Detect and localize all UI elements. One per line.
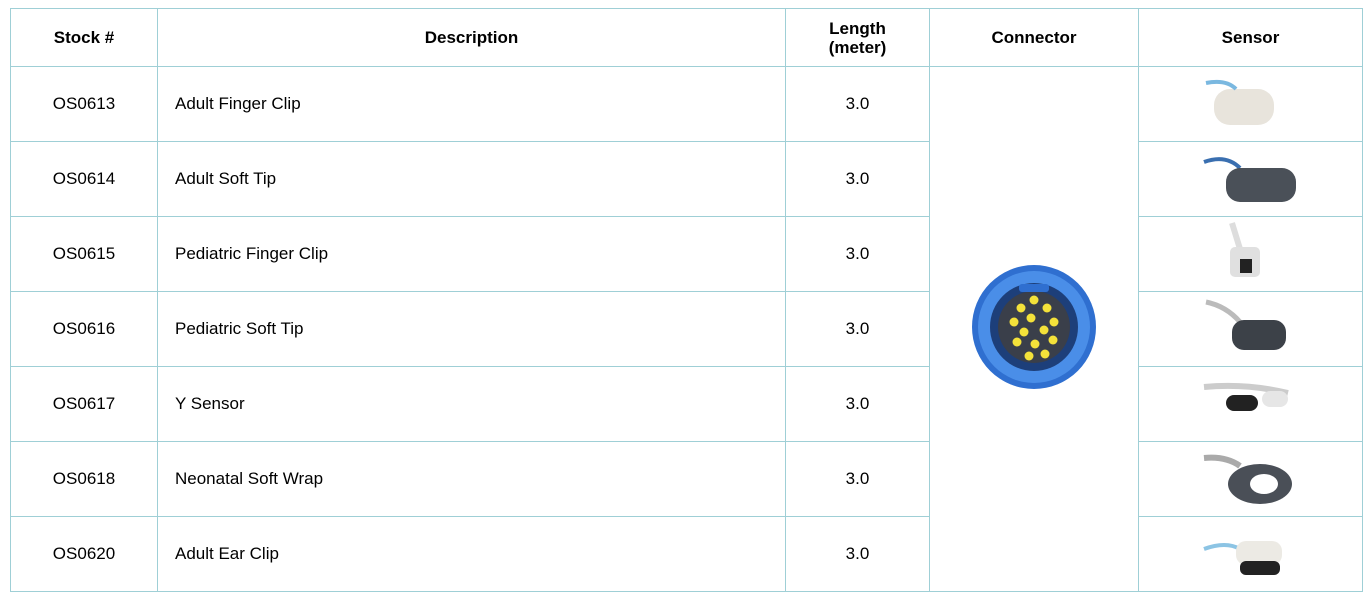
product-table: Stock # Description Length (meter) Connecto… bbox=[10, 8, 1363, 592]
sensor-image bbox=[1202, 540, 1282, 575]
table-cell: 3.0 bbox=[785, 366, 930, 442]
sensor-cell bbox=[1138, 216, 1363, 292]
table-row: OS0613 Adult Finger Clip 3.0 bbox=[10, 66, 1363, 592]
sensor-image bbox=[1202, 156, 1296, 202]
header-cell: Sensor bbox=[1138, 8, 1363, 67]
sensor-cell bbox=[1138, 516, 1363, 592]
header-row: Stock # Description Length (meter) Connecto… bbox=[10, 8, 1363, 67]
table-row: OS0615 Pediatric Finger Clip 3.0 bbox=[10, 216, 1363, 292]
table-row: OS0618 Neonatal Soft Wrap 3.0 bbox=[10, 441, 1363, 517]
sensor-image bbox=[1203, 382, 1289, 411]
table-cell: OS0614 bbox=[10, 141, 158, 217]
table-cell: OS0620 bbox=[10, 516, 158, 592]
sensor-cell bbox=[1138, 66, 1363, 142]
table-cell: OS0613 bbox=[10, 66, 158, 142]
table-cell: OS0617 bbox=[10, 366, 158, 442]
table-cell: Adult Soft Tip bbox=[157, 141, 786, 217]
table-row: OS0620 Adult Ear Clip 3.0 bbox=[10, 516, 1363, 592]
sensor-cell bbox=[1138, 291, 1363, 367]
header-cell: Description bbox=[157, 8, 786, 67]
sensor-image bbox=[1205, 79, 1274, 125]
table-cell: Adult Ear Clip bbox=[157, 516, 786, 592]
table-cell: 3.0 bbox=[785, 291, 930, 367]
sensor-cell bbox=[1138, 141, 1363, 217]
table-cell: Pediatric Finger Clip bbox=[157, 216, 786, 292]
table-row: OS0614 Adult Soft Tip 3.0 bbox=[10, 141, 1363, 217]
sensor-image bbox=[1204, 299, 1286, 350]
table-cell: 3.0 bbox=[785, 66, 930, 142]
sensor-image bbox=[1228, 221, 1260, 277]
table-cell: 3.0 bbox=[785, 141, 930, 217]
table-cell: Neonatal Soft Wrap bbox=[157, 441, 786, 517]
sensor-cell bbox=[1138, 366, 1363, 442]
table-cell: OS0615 bbox=[10, 216, 158, 292]
table-cell: 3.0 bbox=[785, 216, 930, 292]
sensor-cell bbox=[1138, 441, 1363, 517]
table-cell: Y Sensor bbox=[157, 366, 786, 442]
header-cell: Connector bbox=[929, 8, 1139, 67]
table-cell: Pediatric Soft Tip bbox=[157, 291, 786, 367]
header-cell: Length (meter) bbox=[785, 8, 930, 67]
table-cell: 3.0 bbox=[785, 516, 930, 592]
header-cell: Stock # bbox=[10, 8, 158, 67]
connector-cell bbox=[929, 66, 1139, 592]
table-cell: OS0616 bbox=[10, 291, 158, 367]
table-row: OS0617 Y Sensor 3.0 bbox=[10, 366, 1363, 442]
table-cell: OS0618 bbox=[10, 441, 158, 517]
table-cell: Adult Finger Clip bbox=[157, 66, 786, 142]
sensor-image bbox=[1203, 454, 1292, 504]
table-row: OS0616 Pediatric Soft Tip 3.0 bbox=[10, 291, 1363, 367]
connector-image bbox=[972, 264, 1096, 389]
table-cell: 3.0 bbox=[785, 441, 930, 517]
